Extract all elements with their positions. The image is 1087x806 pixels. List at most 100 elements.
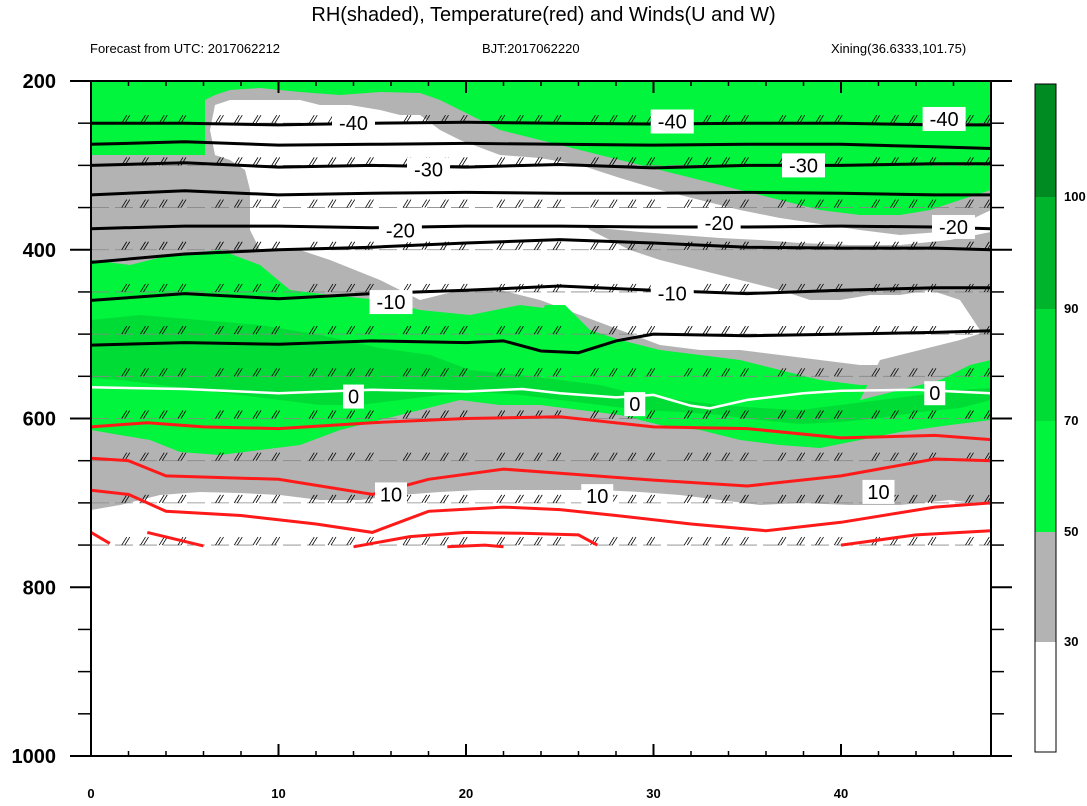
wind-barb [121,536,128,546]
wind-barb [215,452,221,461]
wind-barb [890,368,896,377]
wind-barb [496,494,503,504]
wind-barb [533,494,540,504]
wind-barb [121,494,128,504]
wind-barb [405,325,412,335]
wind-barb [702,114,709,124]
contour-label-text: 0 [348,387,359,409]
wind-barb [461,368,468,377]
wind-barb [611,325,618,335]
wind-barb [327,452,334,461]
wind-barb [780,494,787,504]
wind-barb [255,368,262,377]
wind-barb [608,114,615,124]
wind-barb [705,494,712,504]
contour-label: -20 [378,218,422,243]
y-tick-label: 1000 [12,746,57,768]
wind-barb [368,199,374,208]
wind-barb [499,157,506,166]
wind-barb [908,536,915,546]
wind-barb [724,199,731,208]
wind-barb [608,452,615,461]
wind-barb [496,452,503,461]
wind-barb [255,241,262,250]
contour-label-text: -20 [386,220,415,242]
contour-label: 0 [343,384,364,409]
wind-barb [986,496,991,504]
colorbar-frame [1034,83,1057,753]
wind-barb [724,452,731,461]
wind-barb [927,368,934,377]
temperature-contour [91,120,991,127]
wind-barb [649,368,656,377]
wind-barb [143,368,149,377]
wind-barb [274,536,281,546]
wind-barb [461,325,468,335]
wind-barb [611,157,618,166]
wind-barb [724,283,731,293]
wind-barb [833,536,840,546]
wind-barb [833,494,840,504]
temperature-contour [91,189,991,197]
wind-barb [515,452,521,461]
colorbar-bin-100 [1035,84,1056,197]
wind-barb [518,157,524,166]
wind-barb [930,368,937,377]
wind-barb [593,241,599,250]
wind-barb [968,199,974,208]
wind-barb [893,452,899,461]
wind-barb [424,368,431,377]
wind-barb [177,325,184,335]
wind-barb [871,410,878,419]
wind-barb [402,368,409,377]
wind-barb [815,368,821,377]
wind-barb [983,536,990,546]
wind-barb [274,410,281,419]
wind-barb [443,325,449,335]
wind-barb [161,452,168,461]
wind-barb [908,452,915,461]
wind-barb [496,368,503,377]
wind-barb [608,199,615,208]
wind-barb [496,325,503,335]
x-tick-label: 20 [459,786,473,801]
wind-barb [461,452,468,461]
temperature-contours [91,120,991,549]
wind-barb [271,199,278,208]
wind-barb [515,241,521,250]
wind-barb [421,452,428,461]
wind-barb [330,157,337,166]
wind-barb [140,199,146,208]
wind-barb [515,325,521,335]
wind-barb [252,241,259,250]
wind-barb [683,536,690,546]
wind-barb [499,494,506,504]
wind-barb [646,410,653,419]
wind-barb [683,368,690,377]
contour-label-bg [922,106,966,131]
wind-barb [911,452,918,461]
wind-barb [349,410,356,419]
wind-barb [593,157,599,166]
wind-barb [311,410,318,419]
wind-barb [458,452,465,461]
wind-barb [533,325,540,335]
wind-barb [252,283,259,293]
wind-barb [311,368,318,377]
wind-barb [349,199,356,208]
wind-barb [124,241,131,250]
wind-barb [930,536,937,546]
wind-barb [421,325,428,335]
wind-barb [255,114,262,124]
wind-barb [799,368,806,377]
wind-barb [683,199,690,208]
rh-shading [91,81,991,510]
contour-label-text: -30 [414,160,443,182]
wind-barb [252,157,259,166]
wind-barb [702,452,709,461]
wind-barb [421,410,428,419]
wind-barb [215,199,221,208]
wind-barb [161,494,168,504]
wind-barb [780,536,787,546]
wind-barb [555,494,562,504]
